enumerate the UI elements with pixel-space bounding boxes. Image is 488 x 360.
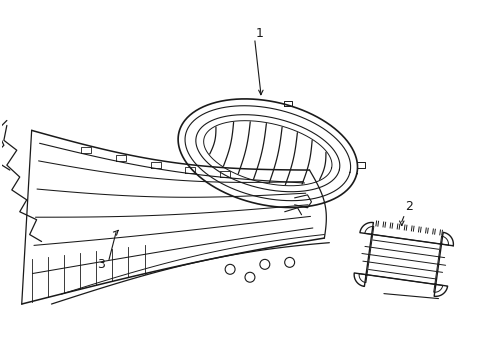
Text: 3: 3: [97, 258, 105, 271]
Text: 1: 1: [255, 27, 264, 40]
Text: 2: 2: [404, 200, 412, 213]
